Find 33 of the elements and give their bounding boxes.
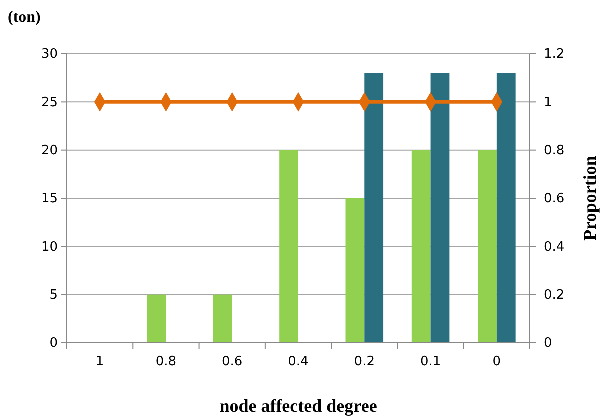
y-axis-title: (ton) [8,9,41,26]
x-tick-label: 0.8 [156,354,177,370]
y-tick-label: 0 [50,336,58,352]
y-tick-label: 5 [50,288,58,303]
y2-tick-label: 0.2 [544,288,565,303]
bar [346,198,365,343]
y-tick-label: 10 [41,240,58,255]
x-tick-label: 0.4 [288,354,309,370]
y-tick-label: 30 [41,47,58,62]
bar [147,294,166,343]
y2-tick-label: 0.6 [544,192,565,207]
y2-tick-label: 0 [544,336,552,352]
y-tick-label: 15 [41,192,58,207]
bar [496,73,516,343]
x-tick-label: 1 [96,354,104,370]
bar [364,73,384,343]
x-tick-label: 0.6 [222,354,243,370]
bar [280,150,298,343]
x-axis-title: node affected degree [220,396,378,416]
y2-tick-label: 0.8 [544,143,565,158]
bar [478,150,497,343]
y2-tick-label: 1 [544,95,552,110]
y-tick-label: 25 [41,95,58,110]
x-tick-label: 0.1 [420,354,442,370]
bar [412,150,431,343]
y2-axis-title: Proportion [580,156,600,241]
y2-tick-label: 0.4 [544,240,565,255]
y-tick-label: 20 [41,143,58,158]
y2-tick-label: 1.2 [544,47,565,62]
bar [213,294,232,343]
x-tick-label: 0.2 [354,354,375,370]
bar [430,73,450,343]
x-tick-label: 0 [492,354,502,370]
